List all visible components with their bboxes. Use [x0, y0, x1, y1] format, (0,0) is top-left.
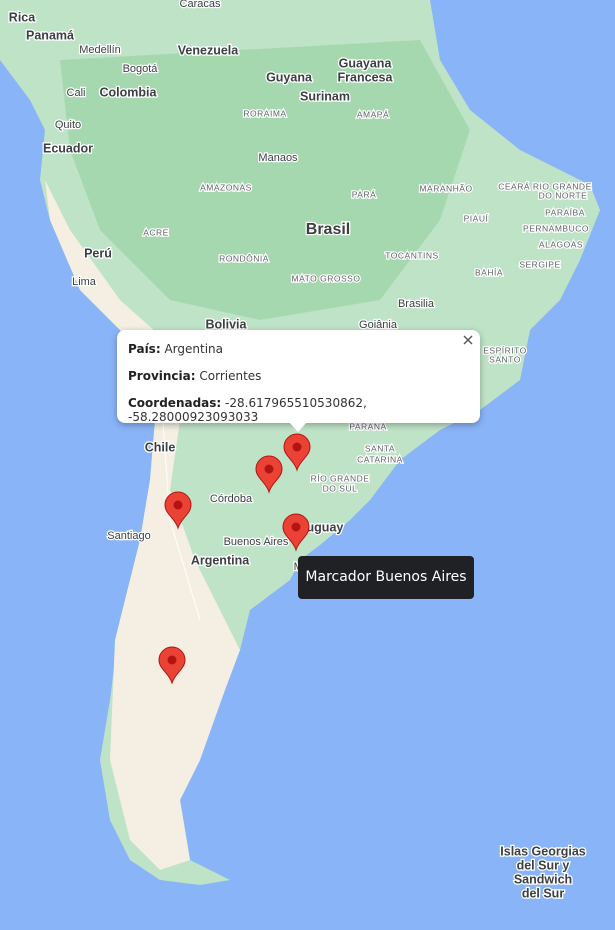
- info-row: País: Argentina: [128, 342, 223, 356]
- map-label: CEARÁ RIO GRANDE: [498, 181, 592, 191]
- map-label: Rica: [9, 10, 36, 24]
- field-label: Coordenadas:: [128, 396, 222, 410]
- marker[interactable]: [255, 455, 283, 494]
- map-label: RONDÔNIA: [219, 253, 269, 263]
- map-label: RÍO GRANDE: [311, 473, 370, 483]
- map-label: Ecuador: [43, 141, 93, 155]
- map-label: BAHÍA: [475, 267, 503, 277]
- map-label: CATARINA: [357, 454, 403, 464]
- map-label: Córdoba: [210, 493, 253, 505]
- map-label: Chile: [145, 440, 176, 454]
- map-label: AMAZONAS: [200, 182, 252, 192]
- map-label: Cali: [67, 87, 86, 99]
- map-label: SANTO: [489, 354, 521, 364]
- map-label: MARANHÃO: [419, 183, 472, 193]
- map-label: Francesa: [338, 70, 394, 84]
- map-label: Buenos Aires: [224, 536, 289, 548]
- map-label: Colombia: [100, 85, 158, 99]
- map-label: ALAGOAS: [539, 239, 583, 249]
- marker[interactable]: [283, 433, 311, 472]
- map-label: Brasilia: [398, 298, 435, 310]
- forest: [60, 40, 470, 320]
- map-label: Guyana: [266, 70, 313, 84]
- map-label: PERNAMBUCO: [523, 223, 589, 233]
- map-label: MATO GROSSO: [292, 273, 361, 283]
- map-label: Sandwich: [514, 872, 572, 886]
- map-label: Manaos: [258, 152, 298, 164]
- close-button[interactable]: [462, 334, 474, 346]
- field-value: Corrientes: [199, 369, 262, 383]
- map-label: Medellín: [79, 44, 121, 56]
- marker[interactable]: [158, 646, 186, 685]
- info-tail: [289, 422, 307, 432]
- map-label: SANTA: [365, 443, 395, 453]
- map-label: ESPÍRITO: [483, 345, 527, 355]
- map-label: Lima: [72, 276, 97, 288]
- info-window: País: Argentina Provincia: Corrientes Co…: [117, 330, 480, 424]
- desert: [45, 180, 240, 870]
- field-value: -28.617965510530862, -58.28000923093033: [128, 396, 367, 424]
- map-label: Islas Georgias: [500, 844, 586, 858]
- map-label: Venezuela: [178, 43, 239, 57]
- map-label: DO SUL: [323, 483, 358, 493]
- map-label: del Sur y: [517, 858, 570, 872]
- map-label: Panamá: [26, 28, 74, 42]
- map-label: Caracas: [180, 0, 221, 10]
- field-label: Provincia:: [128, 369, 196, 383]
- field-value: Argentina: [164, 342, 223, 356]
- map-label: PARAÍBA: [545, 207, 585, 217]
- map-label: PIAUÍ: [464, 213, 489, 223]
- map-label: Goiânia: [359, 319, 398, 331]
- map-label: SERGIPE: [519, 259, 560, 269]
- map-label: Surinam: [300, 89, 350, 103]
- map-label: TOCANTINS: [385, 250, 438, 260]
- map-label: AMAPÁ: [357, 109, 389, 119]
- map-label: DO NORTE: [539, 190, 588, 200]
- map-label: Quito: [55, 119, 81, 131]
- map-label: Bolivia: [206, 317, 248, 331]
- info-row: Coordenadas: -28.617965510530862, -58.28…: [128, 396, 480, 424]
- marker[interactable]: [282, 513, 310, 552]
- map-label: Perú: [84, 246, 112, 260]
- info-row: Provincia: Corrientes: [128, 369, 261, 383]
- tooltip: Marcador Buenos Aires: [298, 556, 474, 599]
- map-label: ACRE: [143, 227, 169, 237]
- map-label: Guayana: [339, 56, 393, 70]
- map-label: del Sur: [522, 886, 565, 900]
- map-label: Brasil: [306, 221, 350, 238]
- field-label: País:: [128, 342, 161, 356]
- map-label: Argentina: [191, 553, 250, 567]
- map-label: Santiago: [107, 530, 150, 542]
- coast-path: [159, 379, 201, 621]
- map-label: RORAIMA: [243, 108, 286, 118]
- marker[interactable]: [164, 491, 192, 530]
- map-label: PARÁ: [352, 189, 377, 199]
- map-label: Bogotá: [123, 63, 159, 75]
- map-label: PARANÁ: [349, 421, 386, 431]
